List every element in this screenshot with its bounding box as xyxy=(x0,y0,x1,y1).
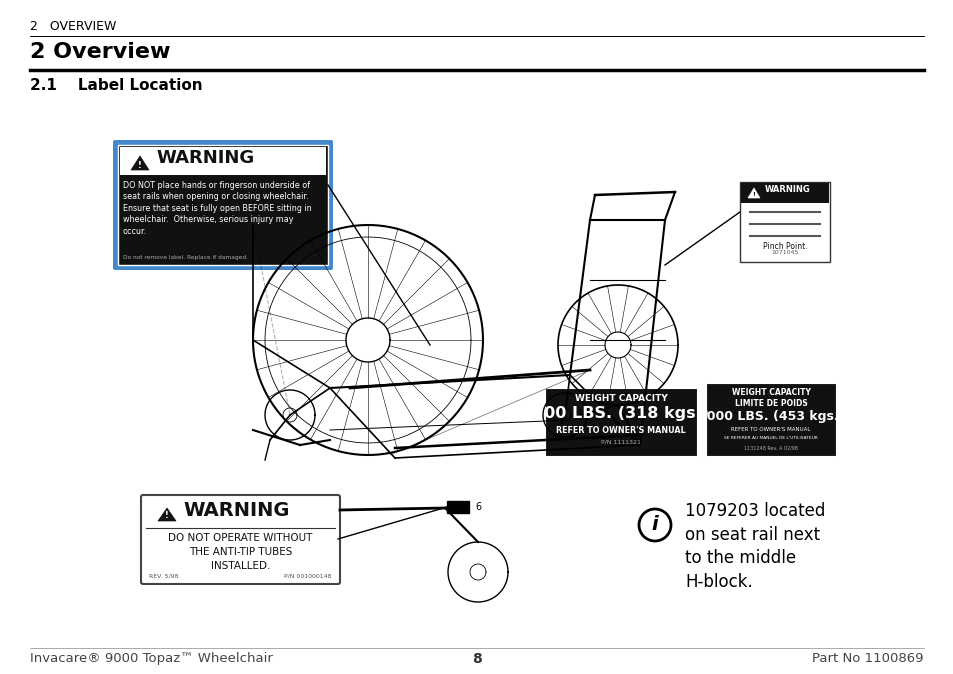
Text: LIMITE DE POIDS: LIMITE DE POIDS xyxy=(734,399,806,408)
Text: !: ! xyxy=(165,512,169,520)
Text: 2.1    Label Location: 2.1 Label Location xyxy=(30,78,202,93)
FancyBboxPatch shape xyxy=(146,500,335,528)
Text: 700 LBS. (318 kgs.): 700 LBS. (318 kgs.) xyxy=(533,406,708,421)
Text: 1131248 Rev. A 02/98: 1131248 Rev. A 02/98 xyxy=(743,445,797,450)
FancyBboxPatch shape xyxy=(740,183,828,203)
Text: DO NOT OPERATE WITHOUT: DO NOT OPERATE WITHOUT xyxy=(168,533,313,543)
FancyBboxPatch shape xyxy=(112,140,333,270)
FancyBboxPatch shape xyxy=(740,182,829,262)
FancyBboxPatch shape xyxy=(141,495,339,584)
Text: DO NOT place hands or fingerson underside of
seat rails when opening or closing : DO NOT place hands or fingerson undersid… xyxy=(123,181,312,236)
Text: 1000 LBS. (453 kgs.): 1000 LBS. (453 kgs.) xyxy=(697,410,843,423)
Text: P/N 001000148: P/N 001000148 xyxy=(284,573,332,578)
Text: REFER TO OWNER'S MANUAL: REFER TO OWNER'S MANUAL xyxy=(556,426,685,435)
Text: Part No 1100869: Part No 1100869 xyxy=(812,652,923,665)
FancyBboxPatch shape xyxy=(544,388,697,456)
Text: Invacare® 9000 Topaz™ Wheelchair: Invacare® 9000 Topaz™ Wheelchair xyxy=(30,652,273,665)
Text: SE REFERER AU MANUEL DE L'UTILISATEUR: SE REFERER AU MANUEL DE L'UTILISATEUR xyxy=(723,436,817,440)
Text: REV. 5/98: REV. 5/98 xyxy=(149,573,178,578)
Text: P/N 1111321: P/N 1111321 xyxy=(600,440,640,445)
Text: 1079203 located
on seat rail next
to the middle
H-block.: 1079203 located on seat rail next to the… xyxy=(684,502,824,591)
FancyBboxPatch shape xyxy=(705,383,835,456)
Text: 1071045: 1071045 xyxy=(771,250,798,255)
Text: WARNING: WARNING xyxy=(156,149,254,167)
Text: Do not remove label. Replace if damaged.: Do not remove label. Replace if damaged. xyxy=(123,255,248,260)
Text: WARNING: WARNING xyxy=(764,185,810,194)
Text: INSTALLED.: INSTALLED. xyxy=(211,561,270,571)
Text: WEIGHT CAPACITY: WEIGHT CAPACITY xyxy=(574,394,667,403)
Text: 2 Overview: 2 Overview xyxy=(30,42,171,62)
FancyBboxPatch shape xyxy=(447,501,469,513)
Text: i: i xyxy=(651,516,658,534)
Polygon shape xyxy=(158,508,175,521)
Text: !: ! xyxy=(138,160,142,169)
Text: THE ANTI-TIP TUBES: THE ANTI-TIP TUBES xyxy=(189,547,292,557)
Text: 8: 8 xyxy=(472,652,481,666)
Text: Pinch Point.: Pinch Point. xyxy=(761,242,806,251)
Text: REFER TO OWNER'S MANUAL: REFER TO OWNER'S MANUAL xyxy=(731,427,810,432)
Polygon shape xyxy=(131,156,149,170)
Text: !: ! xyxy=(752,191,755,197)
Text: 6: 6 xyxy=(475,502,480,512)
Text: WARNING: WARNING xyxy=(183,501,289,520)
FancyBboxPatch shape xyxy=(120,147,326,175)
FancyBboxPatch shape xyxy=(118,145,328,265)
Text: WEIGHT CAPACITY: WEIGHT CAPACITY xyxy=(731,388,810,397)
Text: 2   OVERVIEW: 2 OVERVIEW xyxy=(30,20,116,33)
Polygon shape xyxy=(747,188,760,198)
